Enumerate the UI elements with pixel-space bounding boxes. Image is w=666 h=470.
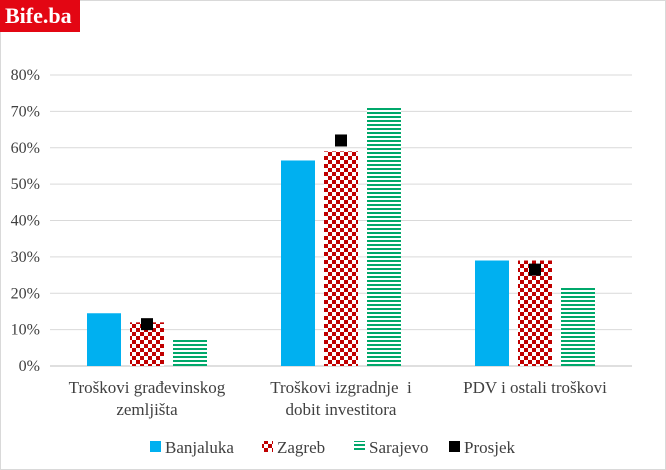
average-markers: [141, 134, 541, 331]
category-labels: Troškovi građevinskog zemljišta Troškovi i…: [69, 378, 607, 419]
category-label: Troškovi građevinskog: [69, 378, 226, 397]
y-tick-label: 50%: [11, 176, 40, 193]
legend-label: Banjaluka: [165, 438, 234, 457]
marker-prosjek: [335, 134, 347, 147]
y-tick-label: 70%: [11, 103, 40, 120]
legend-swatch: [354, 441, 365, 452]
category-label: Troškovi izgradnje i: [270, 378, 412, 397]
y-tick-label: 40%: [11, 213, 40, 230]
y-tick-label: 20%: [11, 285, 40, 302]
bar-sarajevo: [561, 287, 595, 366]
legend-swatch: [449, 441, 460, 452]
y-tick-label: 60%: [11, 140, 40, 157]
legend-label: Sarajevo: [369, 438, 428, 457]
bar-zagreb: [324, 151, 358, 366]
legend: Banjaluka Zagreb Sarajevo Prosjek: [150, 438, 516, 457]
y-tick-label: 30%: [11, 249, 40, 266]
marker-prosjek: [529, 263, 541, 276]
bar-sarajevo: [367, 107, 401, 367]
bar-banjaluka: [281, 160, 315, 366]
bar-zagreb: [518, 260, 552, 366]
y-tick-label: 10%: [11, 322, 40, 339]
y-tick-label: 80%: [11, 67, 40, 84]
category-label: PDV i ostali troškovi: [463, 378, 607, 397]
category-label: zemljišta: [116, 400, 178, 419]
bar-sarajevo: [173, 338, 207, 366]
y-tick-label: 0%: [19, 358, 40, 375]
bar-banjaluka: [87, 313, 121, 366]
y-axis-ticks: 0% 10% 20% 30% 40% 50% 60% 70% 80%: [11, 67, 40, 375]
legend-label: Prosjek: [464, 438, 516, 457]
brand-logo: Bife.ba: [0, 0, 80, 32]
marker-prosjek: [141, 318, 153, 331]
legend-swatch: [150, 441, 161, 452]
legend-label: Zagreb: [277, 438, 325, 457]
bars: [87, 107, 595, 367]
legend-swatch: [262, 441, 273, 452]
category-label: dobit investitora: [286, 400, 397, 419]
bar-banjaluka: [475, 260, 509, 366]
